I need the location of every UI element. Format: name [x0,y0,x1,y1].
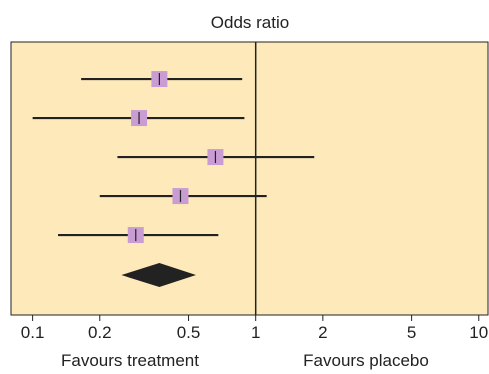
x-tick-label: 1 [251,323,260,342]
plot-area [10,41,489,316]
x-tick-label: 0.2 [88,323,112,342]
x-tick-label: 2 [318,323,327,342]
chart-title: Odds ratio [211,13,289,32]
study-row [99,188,267,205]
x-tick-label: 0.1 [21,323,45,342]
study-row [117,149,315,166]
study-row [81,71,243,88]
study-row [58,227,219,244]
right-axis-label: Favours placebo [303,351,429,370]
x-tick-label: 10 [469,323,488,342]
x-tick-label: 5 [407,323,416,342]
left-axis-label: Favours treatment [61,351,199,370]
x-tick-label: 0.5 [177,323,201,342]
pooled-estimate-diamond [121,263,196,288]
study-row [32,110,245,127]
